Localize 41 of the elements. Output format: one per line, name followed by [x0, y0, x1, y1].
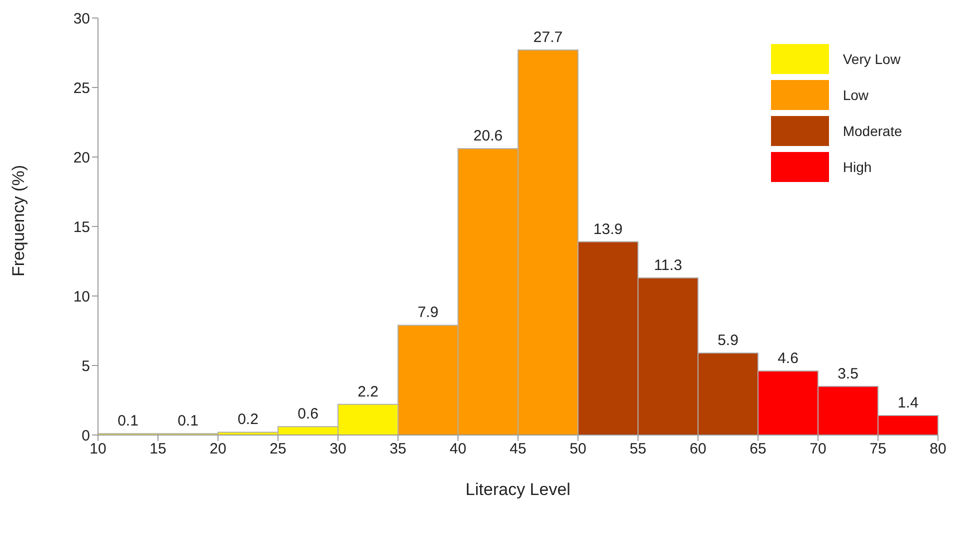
- x-tick-label: 60: [690, 440, 706, 458]
- x-tick-label: 75: [870, 440, 886, 458]
- y-tick-label: 20: [73, 149, 90, 166]
- data-label: 7.9: [418, 304, 438, 322]
- data-label: 13.9: [593, 220, 623, 238]
- y-tick-label: 10: [73, 288, 90, 306]
- data-label: 27.7: [533, 28, 563, 46]
- x-tick-label: 50: [570, 440, 586, 458]
- data-label: 20.6: [473, 128, 503, 145]
- x-tick-label: 80: [930, 440, 946, 458]
- y-tick-label: 0: [82, 427, 90, 444]
- y-tick-label: 25: [73, 80, 90, 97]
- y-tick-label: 15: [73, 218, 90, 236]
- x-tick-label: 30: [330, 440, 346, 458]
- data-label: 0.6: [298, 406, 318, 423]
- data-label: 3.5: [838, 365, 858, 382]
- x-tick-label: 15: [150, 440, 166, 458]
- x-tick-label: 70: [810, 440, 826, 458]
- legend-label: Moderate: [842, 123, 902, 139]
- x-tick-label: 55: [630, 440, 646, 458]
- legend-label: Low: [842, 87, 869, 103]
- y-tick-label: 5: [82, 358, 90, 375]
- legend-label: Very Low: [842, 51, 900, 67]
- y-tick-label: 30: [73, 10, 90, 28]
- data-label: 1.4: [898, 394, 918, 412]
- legend-label: High: [842, 159, 872, 175]
- y-axis-title: Frequency (%): [9, 165, 28, 276]
- x-tick-label: 65: [750, 440, 766, 458]
- data-label: 5.9: [718, 332, 738, 349]
- x-tick-label: 40: [450, 440, 466, 458]
- x-axis-title: Literacy Level: [466, 480, 570, 499]
- x-tick-label: 25: [270, 440, 286, 458]
- data-label: 0.2: [238, 411, 258, 428]
- data-label: 0.1: [178, 412, 198, 430]
- data-label: 4.6: [778, 350, 798, 368]
- x-tick-label: 20: [210, 440, 226, 458]
- data-label: 11.3: [654, 256, 682, 274]
- data-label: 0.1: [118, 412, 138, 430]
- x-tick-label: 35: [390, 440, 406, 458]
- x-tick-label: 45: [510, 440, 526, 458]
- data-label: 2.2: [358, 383, 378, 400]
